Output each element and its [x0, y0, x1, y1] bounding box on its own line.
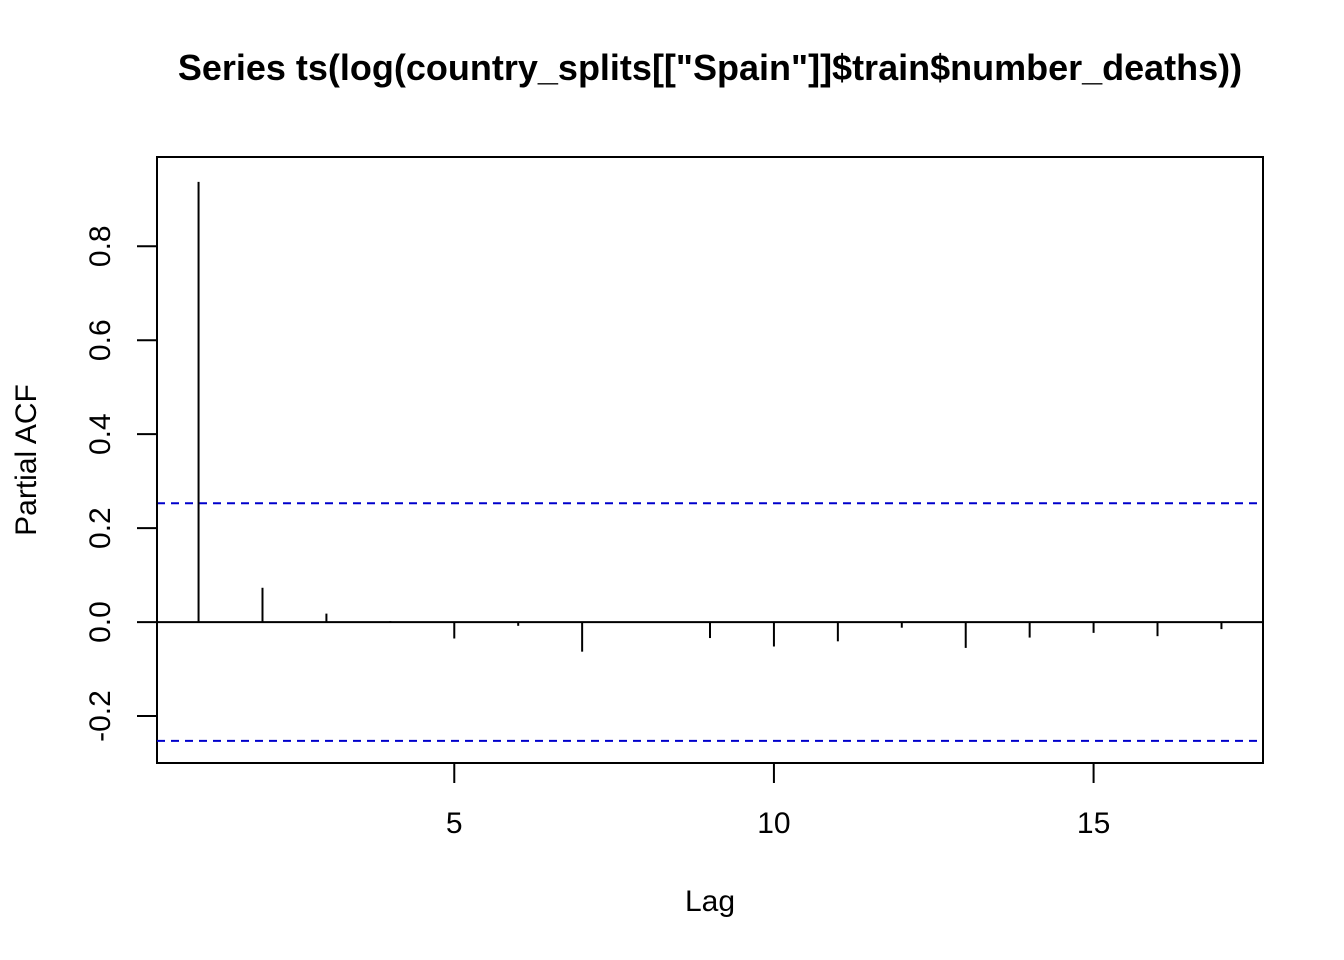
y-tick-label-2: 0.2 [84, 507, 117, 549]
x-tick-label-15: 15 [1077, 807, 1110, 840]
chart-title: Series ts(log(country_splits[["Spain"]]$… [178, 47, 1242, 88]
y-axis-label: Partial ACF [10, 384, 43, 536]
y-tick-label-3: 0.4 [84, 413, 117, 455]
plot-area: 5 10 15 -0.2 0.0 0.2 0.4 0.6 0.8 [84, 156, 1264, 840]
y-tick-label-5: 0.8 [84, 225, 117, 267]
x-tick-label-10: 10 [757, 807, 790, 840]
plot-frame [156, 156, 1264, 764]
y-tick-label-0: -0.2 [84, 690, 117, 742]
x-tick-label-5: 5 [446, 807, 463, 840]
y-tick-label-1: 0.0 [84, 601, 117, 643]
x-axis-label: Lag [685, 885, 735, 918]
y-tick-label-4: 0.6 [84, 319, 117, 361]
